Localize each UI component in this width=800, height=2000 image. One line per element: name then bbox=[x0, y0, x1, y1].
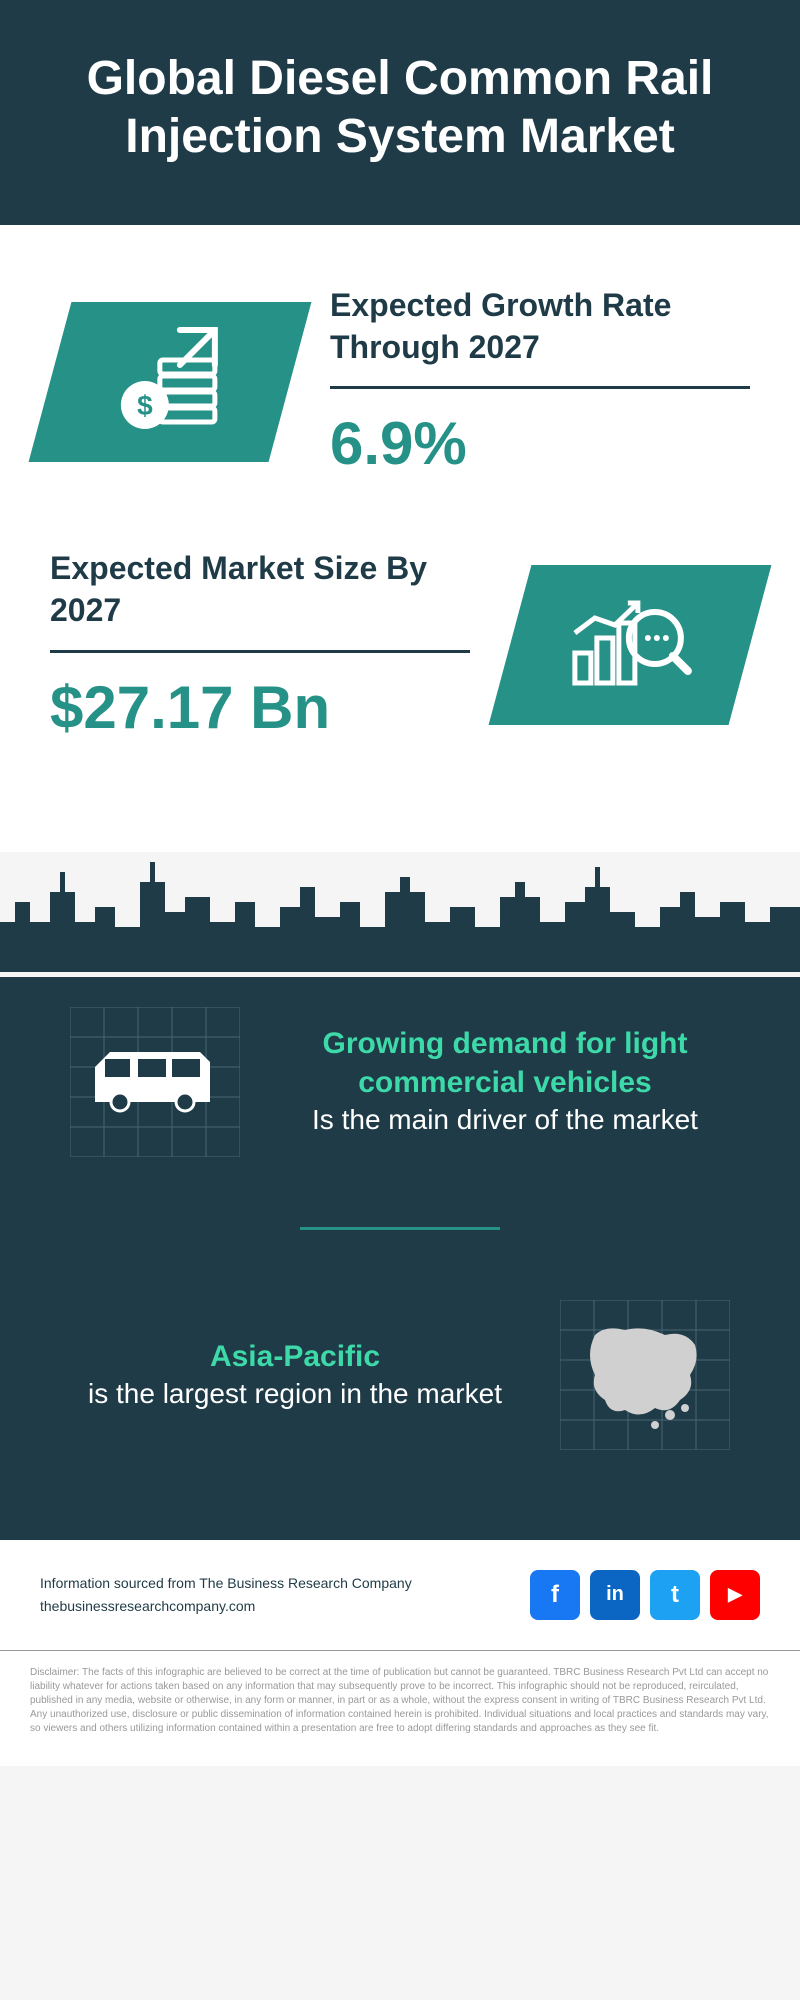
market-icon-shape bbox=[489, 565, 772, 725]
page-title: Global Diesel Common Rail Injection Syst… bbox=[60, 50, 740, 165]
disclaimer-text: Disclaimer: The facts of this infographi… bbox=[0, 1650, 800, 1766]
footer-line2: thebusinessresearchcompany.com bbox=[40, 1595, 412, 1617]
market-size-label: Expected Market Size By 2027 bbox=[50, 548, 470, 652]
facebook-icon[interactable]: f bbox=[530, 1570, 580, 1620]
region-highlight: Asia-Pacific bbox=[70, 1337, 520, 1376]
header-banner: Global Diesel Common Rail Injection Syst… bbox=[0, 0, 800, 225]
skyline-silhouette bbox=[0, 852, 800, 977]
twitter-icon[interactable]: t bbox=[650, 1570, 700, 1620]
chart-magnify-icon bbox=[560, 582, 700, 707]
insights-section: Growing demand for light commercial vehi… bbox=[0, 977, 800, 1540]
footer-line1: Information sourced from The Business Re… bbox=[40, 1572, 412, 1594]
van-icon bbox=[70, 1007, 240, 1157]
region-sub: is the largest region in the market bbox=[70, 1376, 520, 1412]
region-text: Asia-Pacific is the largest region in th… bbox=[70, 1337, 520, 1412]
footer: Information sourced from The Business Re… bbox=[0, 1540, 800, 1650]
market-size-value: $27.17 Bn bbox=[50, 673, 470, 742]
linkedin-icon[interactable]: in bbox=[590, 1570, 640, 1620]
money-growth-icon: $ bbox=[105, 319, 235, 444]
svg-text:$: $ bbox=[137, 389, 153, 420]
driver-row: Growing demand for light commercial vehi… bbox=[0, 977, 800, 1187]
youtube-icon[interactable]: ▶ bbox=[710, 1570, 760, 1620]
stats-section: $ Expected Growth Rate Through 2027 6.9% bbox=[0, 225, 800, 851]
growth-icon-shape: $ bbox=[29, 302, 312, 462]
social-icons: f in t ▶ bbox=[530, 1570, 760, 1620]
driver-highlight: Growing demand for light commercial vehi… bbox=[280, 1024, 730, 1102]
driver-text: Growing demand for light commercial vehi… bbox=[280, 1024, 730, 1138]
growth-rate-row: $ Expected Growth Rate Through 2027 6.9% bbox=[50, 285, 750, 478]
region-row: Asia-Pacific is the largest region in th… bbox=[0, 1270, 800, 1480]
growth-rate-value: 6.9% bbox=[330, 409, 750, 478]
driver-sub: Is the main driver of the market bbox=[280, 1102, 730, 1138]
market-size-text: Expected Market Size By 2027 $27.17 Bn bbox=[50, 548, 470, 741]
market-size-row: Expected Market Size By 2027 $27.17 Bn bbox=[50, 548, 750, 741]
growth-rate-label: Expected Growth Rate Through 2027 bbox=[330, 285, 750, 389]
footer-source: Information sourced from The Business Re… bbox=[40, 1572, 412, 1617]
growth-rate-text: Expected Growth Rate Through 2027 6.9% bbox=[330, 285, 750, 478]
asia-map-icon bbox=[560, 1300, 730, 1450]
section-divider bbox=[300, 1227, 500, 1230]
